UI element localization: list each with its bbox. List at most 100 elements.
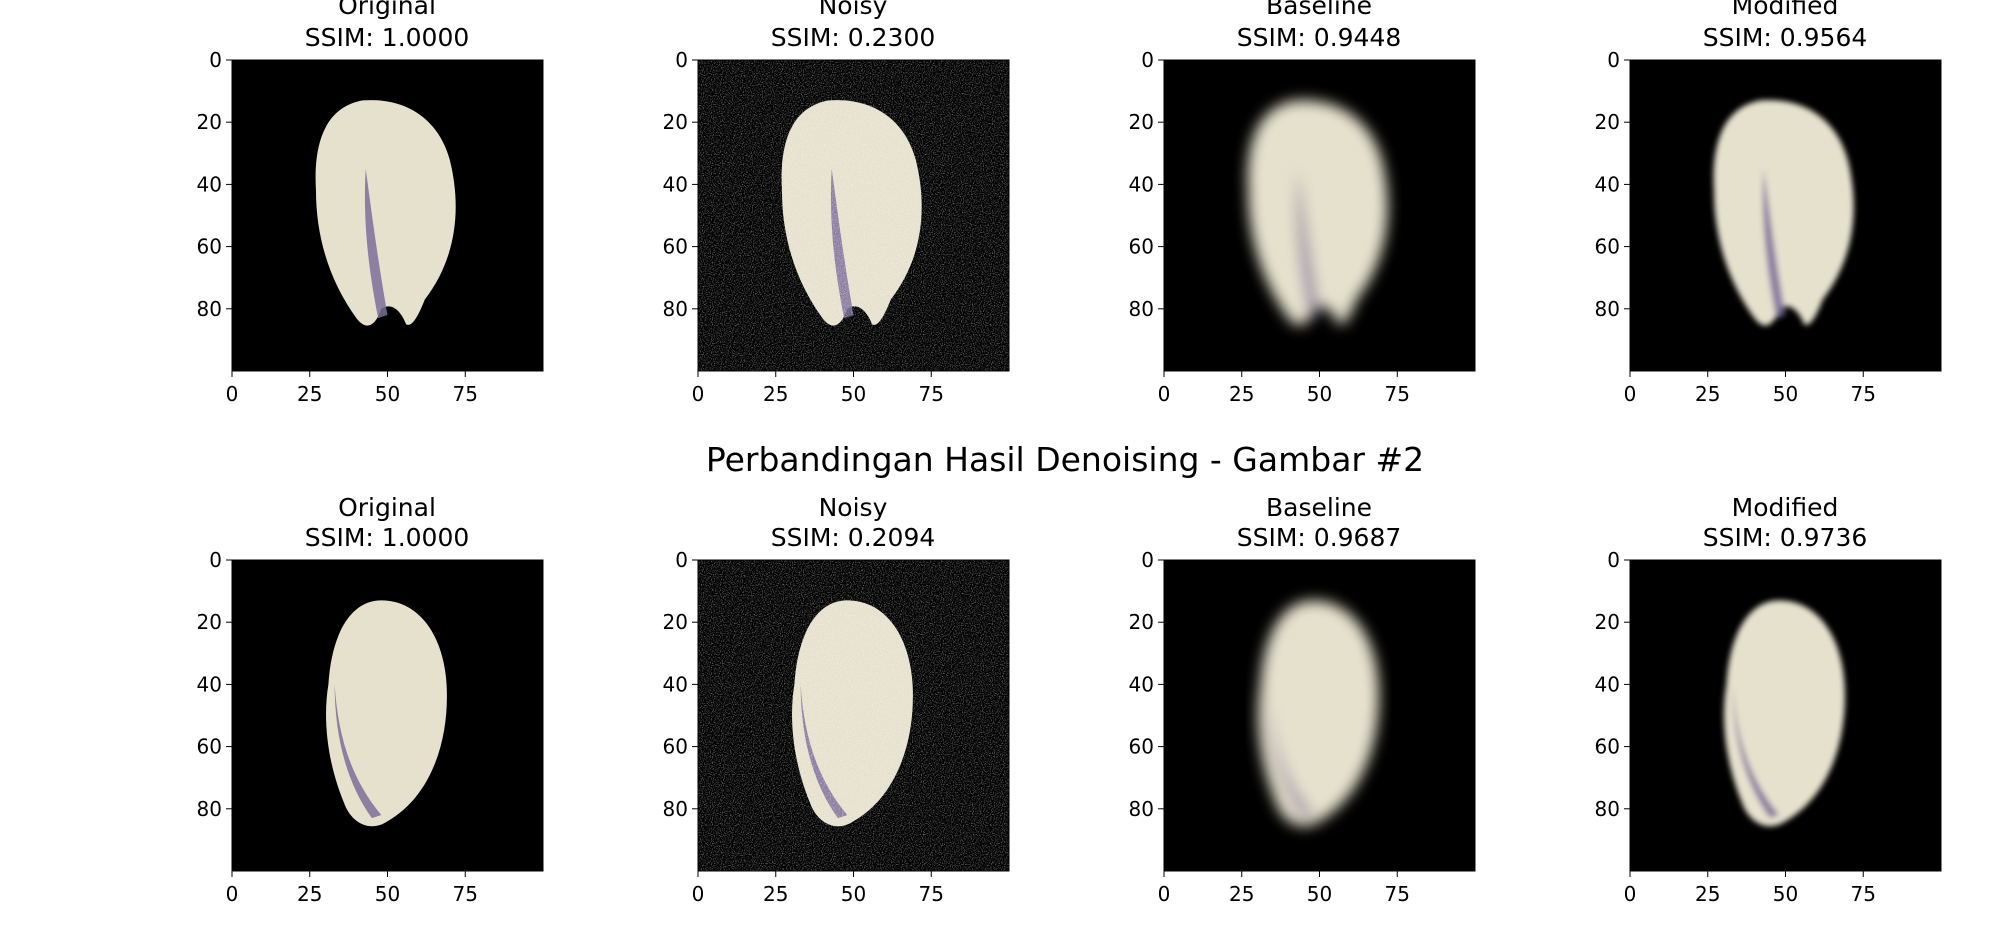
x-tick-label: 50 — [375, 382, 400, 406]
pistachio-kernel — [1724, 600, 1845, 827]
x-tick-label: 75 — [453, 382, 478, 406]
y-tick-label: 20 — [1129, 610, 1154, 634]
panel-title: Baseline — [1266, 493, 1372, 522]
panel-ssim: SSIM: 1.0000 — [305, 23, 470, 52]
y-tick-label: 20 — [1129, 110, 1154, 134]
x-tick-label: 75 — [453, 882, 478, 906]
panel-ssim: SSIM: 0.2300 — [771, 23, 936, 52]
y-tick-label: 80 — [1129, 297, 1154, 321]
y-tick-label: 60 — [663, 235, 688, 259]
panel-ssim: SSIM: 0.2094 — [771, 523, 936, 552]
y-tick-label: 80 — [1595, 797, 1620, 821]
noise-overlay — [698, 60, 1009, 371]
y-tick-label: 40 — [197, 672, 222, 696]
pistachio-kernel — [1258, 600, 1379, 827]
y-tick-label: 40 — [1595, 672, 1620, 696]
pistachio-kernel — [315, 100, 456, 326]
y-tick-label: 80 — [1595, 297, 1620, 321]
y-tick-label: 40 — [663, 172, 688, 196]
y-tick-label: 0 — [209, 548, 222, 572]
panel-title: Modified — [1732, 493, 1839, 522]
panel-ssim: SSIM: 0.9687 — [1237, 523, 1402, 552]
panel-modified-row1: Modified SSIM: 0.9564 0 20 40 60 80 0 25 50 75 — [1595, 0, 1942, 406]
y-tick-label: 80 — [663, 797, 688, 821]
x-tick-label: 25 — [297, 882, 322, 906]
y-tick-label: 0 — [1141, 548, 1154, 572]
x-tick-label: 0 — [226, 882, 239, 906]
x-tick-label: 0 — [692, 382, 705, 406]
x-tick-label: 75 — [919, 882, 944, 906]
x-tick-label: 50 — [841, 882, 866, 906]
x-tick-label: 75 — [1851, 382, 1876, 406]
panel-title: Baseline — [1266, 0, 1372, 20]
x-tick-label: 0 — [1624, 882, 1637, 906]
y-tick-label: 0 — [675, 548, 688, 572]
pistachio-kernel — [326, 600, 447, 827]
panel-title: Noisy — [819, 493, 888, 522]
panel-title: Modified — [1732, 0, 1839, 20]
panel-ssim: SSIM: 0.9564 — [1703, 23, 1868, 52]
y-tick-label: 20 — [1595, 110, 1620, 134]
x-tick-label: 0 — [1158, 882, 1171, 906]
x-tick-label: 75 — [1851, 882, 1876, 906]
panel-modified-row2: Modified SSIM: 0.9736 0 20 40 60 80 0 25 50 75 — [1595, 493, 1942, 906]
y-tick-label: 80 — [1129, 797, 1154, 821]
x-tick-label: 0 — [1624, 382, 1637, 406]
x-tick-label: 75 — [1385, 382, 1410, 406]
y-tick-label: 0 — [1607, 48, 1620, 72]
y-tick-label: 40 — [197, 172, 222, 196]
image-axes: 0 20 40 60 80 0 25 50 75 — [663, 48, 1010, 406]
x-tick-label: 25 — [1695, 382, 1720, 406]
y-tick-label: 60 — [1129, 235, 1154, 259]
image-axes: 0 20 40 60 80 0 25 50 75 — [197, 548, 544, 906]
image-axes: 0 20 40 60 80 0 25 50 75 — [1595, 48, 1942, 406]
y-tick-label: 20 — [663, 110, 688, 134]
y-tick-label: 0 — [675, 48, 688, 72]
y-tick-label: 80 — [663, 297, 688, 321]
y-tick-label: 20 — [663, 610, 688, 634]
noise-overlay — [698, 560, 1009, 871]
y-tick-label: 80 — [197, 797, 222, 821]
x-tick-label: 50 — [1773, 882, 1798, 906]
image-axes: 0 20 40 60 80 0 25 50 75 — [1129, 548, 1476, 906]
y-tick-label: 20 — [197, 610, 222, 634]
row-1: Original SSIM: 1.0000 0 20 40 60 80 0 25 50 75 N… — [197, 0, 1942, 406]
pistachio-kernel — [1247, 100, 1388, 326]
panel-original-row1: Original SSIM: 1.0000 0 20 40 60 80 0 25 50 75 — [197, 0, 544, 406]
y-tick-label: 40 — [663, 672, 688, 696]
panel-title: Noisy — [819, 0, 888, 20]
row-2: Original SSIM: 1.0000 0 20 40 60 80 0 25 50 75 N… — [197, 493, 1942, 906]
x-tick-label: 25 — [1229, 882, 1254, 906]
panel-ssim: SSIM: 1.0000 — [305, 523, 470, 552]
y-tick-label: 60 — [197, 735, 222, 759]
y-tick-label: 0 — [1607, 548, 1620, 572]
x-tick-label: 25 — [297, 382, 322, 406]
x-tick-label: 50 — [841, 382, 866, 406]
x-tick-label: 75 — [1385, 882, 1410, 906]
x-tick-label: 0 — [692, 882, 705, 906]
x-tick-label: 25 — [1229, 382, 1254, 406]
y-tick-label: 60 — [1595, 235, 1620, 259]
y-tick-label: 0 — [209, 48, 222, 72]
x-tick-label: 75 — [919, 382, 944, 406]
figure-suptitle: Perbandingan Hasil Denoising - Gambar #2 — [706, 440, 1424, 479]
y-tick-label: 60 — [663, 735, 688, 759]
image-axes: 0 20 40 60 80 0 25 50 75 — [1595, 548, 1942, 906]
x-tick-label: 50 — [1307, 882, 1332, 906]
y-tick-label: 20 — [197, 110, 222, 134]
x-tick-label: 50 — [1773, 382, 1798, 406]
panel-noisy-row1: Noisy SSIM: 0.2300 0 20 40 60 80 0 25 50 75 — [663, 0, 1010, 406]
panel-baseline-row2: Baseline SSIM: 0.9687 0 20 40 60 80 0 25 50 75 — [1129, 493, 1476, 906]
y-tick-label: 80 — [197, 297, 222, 321]
x-tick-label: 0 — [226, 382, 239, 406]
y-tick-label: 40 — [1129, 672, 1154, 696]
y-tick-label: 0 — [1141, 48, 1154, 72]
panel-baseline-row1: Baseline SSIM: 0.9448 0 20 40 60 80 0 25 50 75 — [1129, 0, 1476, 406]
x-tick-label: 50 — [1307, 382, 1332, 406]
panel-noisy-row2: Noisy SSIM: 0.2094 0 20 40 60 80 0 25 50 75 — [663, 493, 1010, 906]
image-axes: 0 20 40 60 80 0 25 50 75 — [1129, 48, 1476, 406]
x-tick-label: 25 — [763, 382, 788, 406]
image-axes: 0 20 40 60 80 0 25 50 75 — [197, 48, 544, 406]
x-tick-label: 0 — [1158, 382, 1171, 406]
